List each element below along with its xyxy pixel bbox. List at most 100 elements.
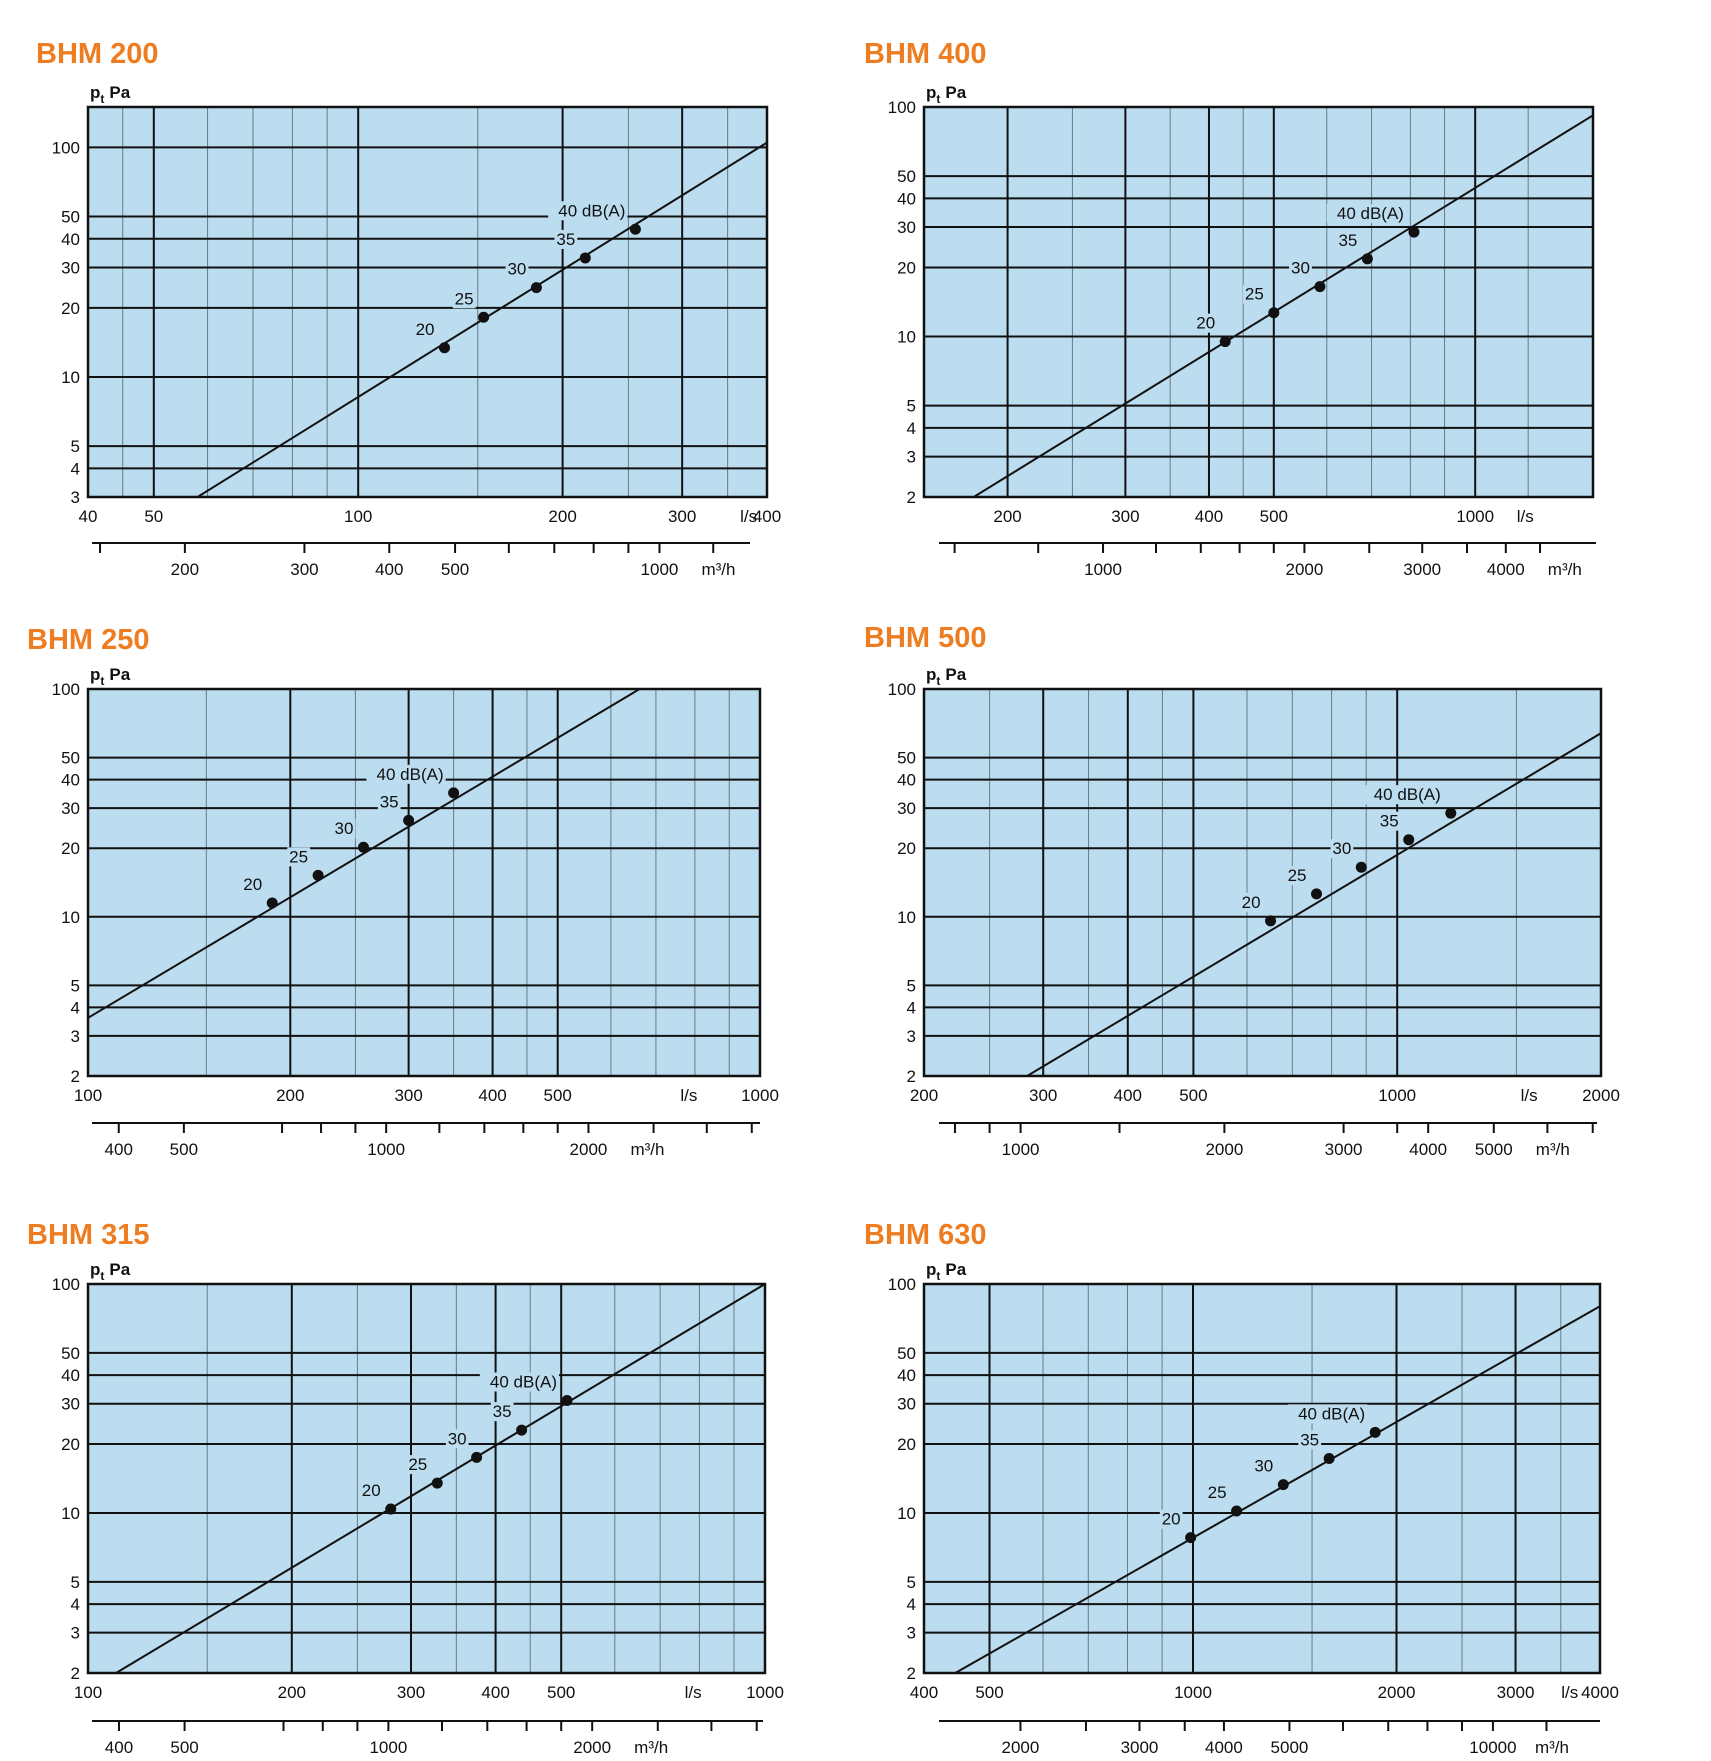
y-tick-label: 50	[897, 167, 916, 186]
x-tick-label: 1000	[1456, 507, 1494, 526]
x-tick-label: 400	[753, 507, 781, 526]
data-label-bg	[1285, 865, 1309, 885]
x-tick-label: 1000	[746, 1683, 784, 1702]
plot-area	[924, 1284, 1600, 1673]
x-tick-label: 200	[548, 507, 576, 526]
x-tick-label: 1000	[741, 1086, 779, 1105]
x-unit-label: l/s	[1517, 507, 1534, 526]
data-point	[1311, 888, 1323, 900]
data-label: 25	[455, 289, 474, 308]
y-tick-label: 40	[61, 771, 80, 790]
data-label-bg	[359, 1481, 383, 1501]
plot-frame	[86, 687, 762, 1078]
data-label: 40 dB(A)	[1374, 785, 1441, 804]
data-label-bg	[413, 319, 437, 339]
data-label-bg	[445, 1429, 469, 1449]
secondary-tick-label: 1000	[1084, 560, 1122, 579]
secondary-tick-label: 500	[170, 1140, 198, 1159]
data-label: 35	[1300, 1430, 1319, 1449]
y-tick-label: 30	[61, 1395, 80, 1414]
data-label: 20	[1196, 314, 1215, 333]
x-tick-label: 50	[144, 507, 163, 526]
data-label: 20	[1162, 1510, 1181, 1529]
chart-title: BHM 500	[864, 622, 987, 654]
x-tick-label: 1000	[1174, 1683, 1212, 1702]
data-label-bg	[287, 847, 311, 867]
data-label-bg	[1159, 1509, 1183, 1529]
plot-frame	[86, 105, 769, 499]
secondary-tick-label: 500	[441, 560, 469, 579]
data-point	[1268, 307, 1280, 319]
data-point	[471, 1451, 483, 1463]
y-tick-label: 50	[897, 1344, 916, 1363]
data-label-bg	[1239, 892, 1263, 912]
x-tick-label: 400	[910, 1683, 938, 1702]
x-tick-label: 100	[74, 1086, 102, 1105]
y-tick-label: 30	[897, 799, 916, 818]
x-tick-label: 400	[1114, 1086, 1142, 1105]
plot-area	[924, 689, 1601, 1076]
x-tick-label: 400	[481, 1683, 509, 1702]
y-axis-label: pt Pa	[90, 665, 131, 688]
data-label-bg	[452, 289, 476, 309]
data-point	[1369, 1426, 1381, 1438]
y-tick-label: 100	[52, 680, 80, 699]
y-tick-label: 20	[897, 1435, 916, 1454]
x-tick-label: 400	[1195, 507, 1223, 526]
data-label-bg	[1336, 230, 1360, 250]
data-label: 25	[1208, 1483, 1227, 1502]
data-label-bg	[1377, 811, 1401, 831]
data-label: 35	[380, 792, 399, 811]
secondary-unit-label: m³/h	[1536, 1140, 1570, 1159]
data-point	[1314, 281, 1326, 293]
chart-title: BHM 200	[36, 38, 159, 70]
data-point	[439, 342, 451, 354]
data-point	[1277, 1479, 1289, 1491]
x-tick-label: 1000	[1378, 1086, 1416, 1105]
secondary-unit-label: m³/h	[634, 1738, 668, 1757]
data-label-bg	[554, 229, 578, 249]
system-curve	[115, 1284, 765, 1673]
data-label: 25	[408, 1455, 427, 1474]
data-label: 35	[493, 1402, 512, 1421]
y-tick-label: 5	[71, 976, 80, 995]
y-tick-label: 2	[71, 1664, 80, 1683]
data-label-bg	[1330, 839, 1354, 859]
y-tick-label: 4	[907, 998, 916, 1017]
secondary-tick-label: 3000	[1325, 1140, 1363, 1159]
x-tick-label: 500	[547, 1683, 575, 1702]
y-tick-label: 5	[907, 397, 916, 416]
data-label-bg	[1289, 258, 1312, 278]
data-label: 30	[1291, 259, 1310, 278]
chart-panel: BHM 630 pt Pa 20 25 30 35 40 dB(A) 2 3 4 5 10 20 30 40 5…	[864, 1219, 1619, 1757]
x-tick-label: 300	[1029, 1086, 1057, 1105]
data-point	[1355, 861, 1367, 873]
data-label-bg	[377, 792, 401, 812]
data-label: 25	[289, 847, 308, 866]
x-tick-label: 200	[278, 1683, 306, 1702]
y-tick-label: 20	[61, 299, 80, 318]
x-tick-label: 200	[276, 1086, 304, 1105]
data-label-bg	[1363, 785, 1443, 805]
secondary-tick-label: 200	[171, 560, 199, 579]
data-label: 30	[507, 260, 526, 279]
y-tick-label: 50	[897, 749, 916, 768]
y-tick-label: 40	[897, 1366, 916, 1385]
y-tick-label: 20	[61, 839, 80, 858]
secondary-tick-label: 400	[105, 1738, 133, 1757]
x-tick-label: 500	[975, 1683, 1003, 1702]
data-point	[629, 223, 641, 235]
y-tick-label: 100	[52, 1275, 80, 1294]
secondary-tick-label: 2000	[1205, 1140, 1243, 1159]
secondary-tick-label: 2000	[1286, 560, 1324, 579]
y-tick-label: 20	[897, 258, 916, 277]
chart-panel: BHM 200 pt Pa 20 25 30 35 40 dB(A) 3 4 5 10 20 30 40 50…	[36, 38, 781, 579]
secondary-tick-label: 500	[170, 1738, 198, 1757]
plot-frame	[922, 687, 1603, 1078]
chart-panel: BHM 315 pt Pa 20 25 30 35 40 dB(A) 2 3 4 5 10 20 30 40 5…	[27, 1219, 784, 1757]
y-tick-label: 5	[907, 976, 916, 995]
data-label-bg	[241, 874, 265, 894]
data-point	[266, 897, 278, 909]
data-label: 25	[1288, 866, 1307, 885]
data-point	[403, 814, 415, 826]
